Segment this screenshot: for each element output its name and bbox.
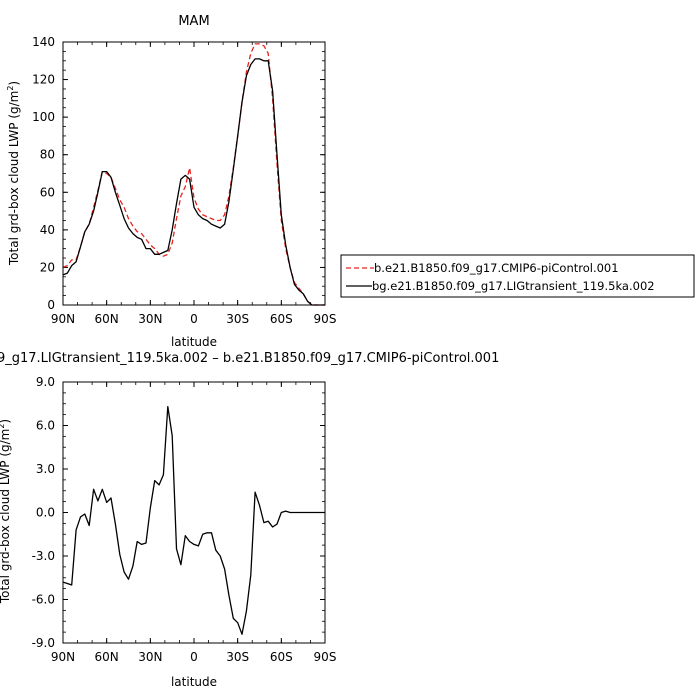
bottom-panel-y-tick-label: -3.0	[32, 549, 55, 563]
top-panel-y-tick-label: 0	[47, 298, 55, 312]
bottom-panel-x-tick-label: 60S	[270, 650, 293, 664]
top-panel-x-tick-label: 90S	[314, 312, 337, 326]
bottom-panel-y-tick-label: -9.0	[32, 636, 55, 650]
top-panel-ticks: 90N 60N 30N 0 30S 60S 90S 0 20 40 60 80 100 120 140	[32, 35, 336, 326]
bottom-panel-x-tick-label: 30S	[226, 650, 249, 664]
top-panel-y-axis-label-tail: )	[7, 81, 21, 86]
bottom-panel-y-tick-label: -6.0	[32, 593, 55, 607]
bottom-panel-x-tick-label: 0	[190, 650, 198, 664]
bottom-panel-y-axis-label-main: Total grd-box cloud LWP (g/m	[0, 429, 12, 604]
bottom-panel-y-axis-label: Total grd-box cloud LWP (g/m2)	[0, 419, 12, 604]
bottom-panel-x-axis-label: latitude	[171, 675, 217, 689]
bottom-panel-x-tick-label: 30N	[138, 650, 162, 664]
top-panel-y-tick-label: 120	[32, 73, 55, 87]
top-panel-y-tick-label: 20	[40, 260, 55, 274]
top-panel-y-axis-label: Total grd-box cloud LWP (g/m2)	[6, 81, 21, 266]
top-panel-y-tick-label: 80	[40, 148, 55, 162]
bottom-panel-y-axis-label-sup: 2	[0, 424, 6, 429]
bottom-panel-plot-frame	[62, 381, 326, 644]
top-panel-series-line-0	[62, 43, 325, 306]
bottom-panel-x-tick-label: 60N	[95, 650, 119, 664]
legend-label-control: b.e21.B1850.f09_g17.CMIP6-piControl.001	[374, 261, 619, 275]
top-panel-y-axis-label-sup: 2	[6, 86, 15, 91]
bottom-panel-y-tick-label: 3.0	[36, 462, 55, 476]
top-panel-y-tick-label: 40	[40, 223, 55, 237]
bottom-panel-y-tick-label: 9.0	[36, 375, 55, 389]
bottom-panel-y-axis-label-tail: )	[0, 419, 12, 424]
bottom-panel-title: bg.e21.B1850.f09_g17.LIGtransient_119.5k…	[0, 351, 499, 366]
top-panel-y-tick-label: 140	[32, 35, 55, 49]
legend: b.e21.B1850.f09_g17.CMIP6-piControl.001 …	[340, 254, 695, 298]
top-panel-series-line-1	[62, 58, 325, 306]
bottom-panel: bg.e21.B1850.f09_g17.LIGtransient_119.5k…	[0, 351, 499, 689]
bottom-panel-series-line-0	[62, 405, 325, 635]
top-panel-plot-frame	[62, 41, 326, 306]
bottom-panel-series	[62, 405, 325, 635]
top-panel-series	[62, 43, 325, 306]
bottom-panel-ticks: 90N 60N 30N 0 30S 60S 90S -9.0 -6.0 -3.0 0.0 3.0 6.0…	[32, 375, 337, 664]
bottom-panel-y-tick-label: 6.0	[36, 419, 55, 433]
legend-label-lig: bg.e21.B1850.f09_g17.LIGtransient_119.5k…	[372, 279, 655, 293]
top-panel-x-tick-label: 30S	[226, 312, 249, 326]
top-panel-title: MAM	[178, 14, 209, 29]
top-panel: MAM Total grd-box cloud LWP (g/m2) latit…	[6, 14, 336, 349]
top-panel-x-tick-label: 60N	[95, 312, 119, 326]
top-panel-y-axis-label-main: Total grd-box cloud LWP (g/m	[7, 91, 21, 266]
top-panel-x-tick-label: 60S	[270, 312, 293, 326]
top-panel-y-tick-label: 60	[40, 185, 55, 199]
top-panel-x-axis-label: latitude	[171, 335, 217, 349]
top-panel-y-tick-label: 100	[32, 110, 55, 124]
bottom-panel-y-tick-label: 0.0	[36, 506, 55, 520]
bottom-panel-x-tick-label: 90N	[51, 650, 75, 664]
top-panel-x-tick-label: 90N	[51, 312, 75, 326]
legend-box	[340, 254, 695, 298]
top-panel-x-tick-label: 30N	[138, 312, 162, 326]
top-panel-x-tick-label: 0	[190, 312, 198, 326]
bottom-panel-x-tick-label: 90S	[314, 650, 337, 664]
